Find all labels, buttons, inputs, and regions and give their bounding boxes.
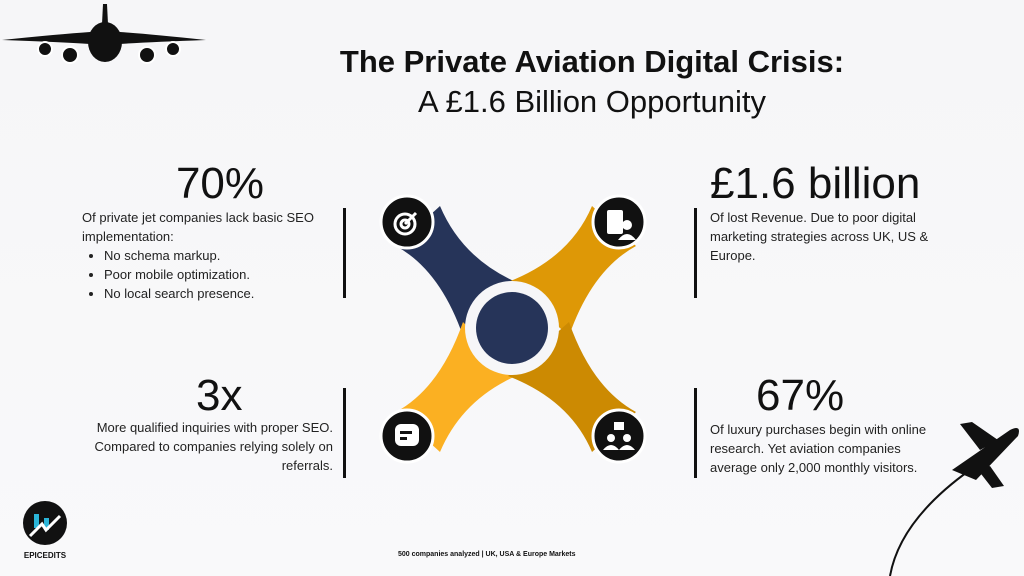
logo-text: EPICEDITS <box>23 551 67 560</box>
divider <box>343 208 346 298</box>
building-person-icon <box>607 210 636 240</box>
team-icon <box>603 422 635 450</box>
stat-value-billion: £1.6 billion <box>710 159 921 208</box>
logo: EPICEDITS <box>22 500 68 560</box>
bullet: No local search presence. <box>104 284 332 303</box>
airplane-front-icon <box>2 4 206 64</box>
bullet: No schema markup. <box>104 246 332 265</box>
airplane-takeoff-icon <box>889 422 1019 576</box>
stat-text-billion: Of lost Revenue. Due to poor digital mar… <box>710 210 929 263</box>
target-icon <box>393 211 418 236</box>
title-line2: A £1.6 Billion Opportunity <box>417 84 767 119</box>
stat-text-67: Of luxury purchases begin with online re… <box>710 422 927 475</box>
divider <box>343 388 346 478</box>
footer-note: 500 companies analyzed | UK, USA & Europ… <box>398 551 576 558</box>
title-line1: The Private Aviation Digital Crisis: <box>339 44 845 79</box>
stat-value-70: 70% <box>175 159 265 208</box>
chat-icon <box>395 424 419 446</box>
stat-text-70: Of private jet companies lack basic SEO … <box>82 208 332 303</box>
center-circle <box>476 292 548 364</box>
stat-value-67: 67% <box>756 371 845 420</box>
divider <box>694 208 697 298</box>
stat-text-3x: More qualified inquiries with proper SEO… <box>94 420 333 473</box>
stat-desc: Of private jet companies lack basic SEO … <box>82 210 314 244</box>
divider <box>694 388 697 478</box>
bullet: Poor mobile optimization. <box>104 265 332 284</box>
stat-value-3x: 3x <box>196 371 243 420</box>
